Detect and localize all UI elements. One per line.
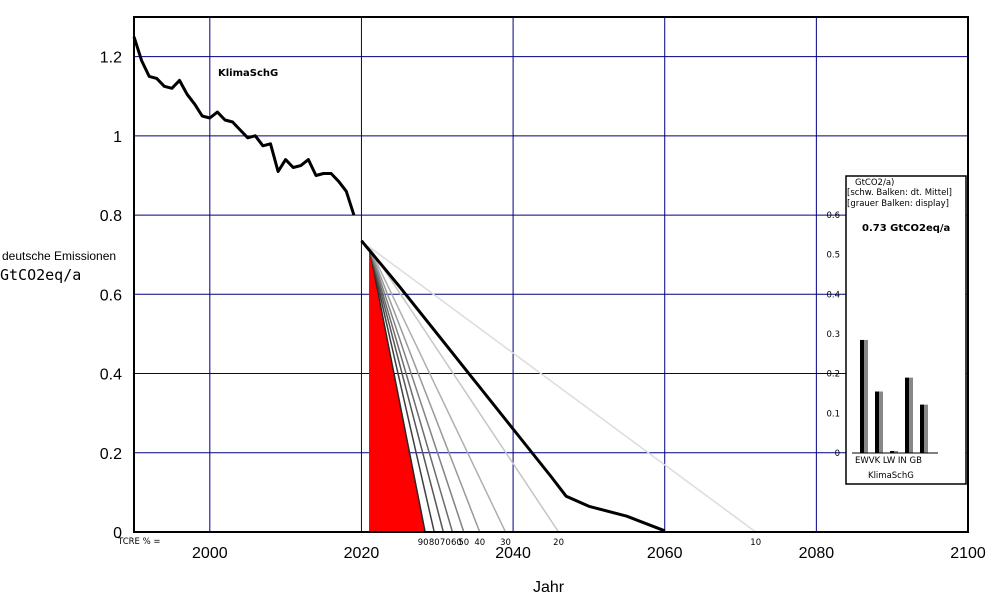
y-axis-label-line2: GtCO2eq/a <box>0 266 81 284</box>
inset-bar-grey <box>909 377 913 453</box>
x-axis-label: Jahr <box>533 579 565 596</box>
annotation-label: KlimaSchG <box>218 68 278 79</box>
y-tick-label: 0.8 <box>100 208 122 225</box>
inset-y-tick-label: 0.5 <box>826 251 840 261</box>
tcre-value-label: 40 <box>474 538 485 548</box>
inset-header-line3: [grauer Balken: display] <box>847 199 949 209</box>
inset-y-tick-label: 0 <box>835 449 840 459</box>
tcre-value-label: 50 <box>458 538 469 548</box>
inset-y-tick-label: 0.2 <box>826 370 840 380</box>
grid-lines <box>134 17 969 532</box>
inset-bar-black <box>920 404 924 453</box>
inset-y-tick-label: 0.3 <box>826 330 840 340</box>
series-line-klimaschg-path <box>360 239 666 533</box>
y-tick-label: 0.2 <box>100 446 122 463</box>
inset-bar-grey <box>894 451 898 453</box>
tcre-line-20 <box>368 246 560 533</box>
tcre-line-80 <box>368 246 435 533</box>
inset-bar-grey <box>879 391 883 453</box>
inset-y-tick-label: 0.6 <box>826 211 840 221</box>
y-tick-label: 0.4 <box>100 367 122 384</box>
y-tick-label: 0 <box>113 525 122 542</box>
axis-ticks-group: 2000 2020 2040 2060 2080 210000.20.40.60.811.… <box>100 50 986 562</box>
tcre-line-70 <box>368 246 445 533</box>
tcre-value-label: 30 <box>500 538 511 548</box>
tcre-line-50 <box>368 246 465 533</box>
inset-panel: GtCO2/a) [schw. Balken: dt. Mittel] [gra… <box>826 175 967 485</box>
series-line-historical <box>132 36 356 216</box>
inset-bars <box>860 339 928 453</box>
inset-bar-black <box>890 451 894 453</box>
tcre-value-label: 60 <box>451 538 462 548</box>
inset-y-tick-label: 0.1 <box>826 409 840 419</box>
series-group <box>132 36 666 533</box>
x-tick-label: 2000 <box>192 545 228 562</box>
inset-bar-black <box>860 339 864 453</box>
inset-bar-grey <box>864 339 868 453</box>
y-axis-label-line1: deutsche Emissionen <box>2 249 116 263</box>
tcre-value-label: 70 <box>440 538 451 548</box>
inset-header-line1: GtCO2/a) <box>855 178 894 188</box>
inset-footer: KlimaSchG <box>868 471 914 481</box>
inset-bar-black <box>875 391 879 453</box>
tcre-line-10 <box>368 246 757 533</box>
x-tick-label: 2080 <box>799 545 835 562</box>
inset-bar-grey <box>924 404 928 453</box>
inset-header-line2: [schw. Balken: dt. Mittel] <box>847 188 952 198</box>
tcre-value-label: 10 <box>750 538 761 548</box>
tcre-value-label: 90 <box>418 538 429 548</box>
inset-bar-black <box>905 377 909 453</box>
tcre-line-30 <box>368 246 507 533</box>
x-tick-label: 2020 <box>344 545 380 562</box>
inset-value-label: 0.73 GtCO2eq/a <box>862 223 950 234</box>
tcre-value-label: 80 <box>429 538 440 548</box>
tcre-label: TCRE % = <box>117 537 161 547</box>
tcre-line-90 <box>368 246 426 533</box>
x-tick-label: 2100 <box>950 545 986 562</box>
y-tick-label: 0.6 <box>100 287 122 304</box>
y-tick-label: 1 <box>113 129 122 146</box>
plot-frame <box>133 16 969 533</box>
inset-y-ticks: 0 0.1 0.2 0.3 0.4 0.5 0.6 <box>826 211 840 459</box>
inset-category-row: EWVK LW IN GB <box>855 456 922 466</box>
inset-y-tick-label: 0.4 <box>826 290 840 300</box>
y-tick-label: 1.2 <box>100 50 122 67</box>
tcre-line-40 <box>368 246 481 533</box>
x-tick-label: 2060 <box>647 545 683 562</box>
x-tick-label: 2040 <box>495 545 531 562</box>
tcre-value-label: 20 <box>553 538 564 548</box>
tcre-line-60 <box>368 246 454 533</box>
